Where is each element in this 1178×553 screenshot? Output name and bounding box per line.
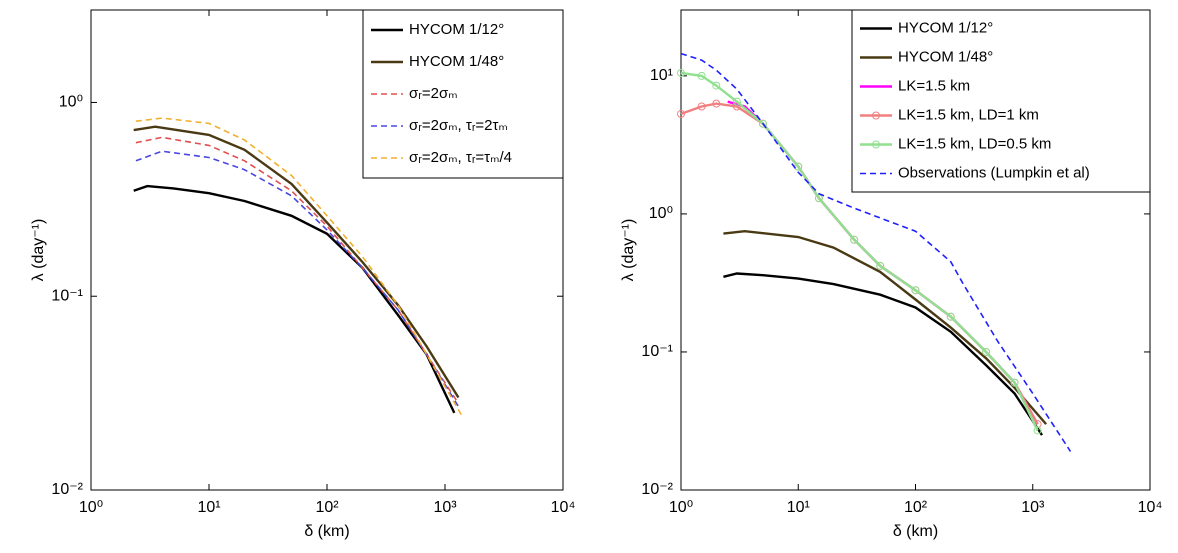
series-line: [680, 52, 1072, 452]
legend-label: σᵣ=2σₘ, τᵣ=τₘ/4: [409, 149, 512, 166]
legend-label: HYCOM 1/48°: [409, 53, 504, 70]
series-marker: [712, 81, 721, 90]
legend-label: LK=1.5 km: [898, 77, 970, 94]
y-tick-label: 10⁰: [59, 94, 83, 111]
legend-label: HYCOM 1/12°: [898, 19, 993, 36]
series-line: [135, 136, 460, 404]
x-tick-label: 10³: [433, 499, 457, 516]
legend-marker: [872, 140, 880, 149]
x-tick-label: 10⁰: [79, 499, 103, 516]
legend-marker: [872, 111, 880, 120]
series-marker: [758, 119, 767, 128]
series-marker: [850, 235, 859, 244]
series-line: [680, 71, 1039, 432]
series-line: [133, 184, 456, 414]
series-marker: [732, 97, 741, 106]
series-marker: [946, 312, 955, 321]
x-tick-label: 10⁴: [1138, 499, 1163, 516]
y-tick-label: 10⁻²: [51, 481, 83, 498]
series-line: [133, 125, 460, 399]
x-axis-label: δ (km): [893, 523, 938, 540]
series-marker: [697, 71, 706, 80]
series-marker: [712, 99, 721, 108]
series-marker: [677, 68, 685, 77]
series-marker: [1033, 426, 1042, 435]
x-axis-label: δ (km): [304, 523, 349, 540]
series-marker: [814, 194, 823, 203]
y-axis-label: λ (day⁻¹): [30, 219, 47, 282]
x-tick-label: 10²: [315, 499, 339, 516]
series-line: [135, 150, 460, 407]
x-tick-label: 10²: [904, 499, 928, 516]
series-marker: [697, 102, 706, 111]
x-tick-label: 10¹: [787, 499, 810, 516]
series-marker: [911, 286, 920, 295]
legend-label: HYCOM 1/48°: [898, 48, 993, 65]
series-marker: [1010, 378, 1019, 387]
y-tick-label: 10¹: [650, 67, 673, 84]
series-line: [723, 272, 1044, 436]
legend-label: σᵣ=2σₘ, τᵣ=2τₘ: [409, 117, 508, 134]
legend-label: Observations (Lumpkin et al): [898, 164, 1090, 181]
y-tick-label: 10⁰: [649, 205, 673, 222]
y-tick-label: 10⁻¹: [51, 287, 83, 304]
x-tick-label: 10³: [1021, 499, 1045, 516]
legend-label: LK=1.5 km, LD=1 km: [898, 106, 1039, 123]
y-tick-label: 10⁻¹: [641, 343, 673, 360]
x-tick-label: 10¹: [197, 499, 220, 516]
legend-label: σᵣ=2σₘ: [409, 85, 458, 102]
legend-box: [851, 9, 1151, 193]
series-marker: [677, 109, 685, 118]
legend-label: HYCOM 1/12°: [409, 21, 504, 38]
x-tick-label: 10⁴: [551, 499, 576, 516]
series-line: [723, 229, 1048, 425]
legend-label: LK=1.5 km, LD=0.5 km: [898, 135, 1051, 152]
y-axis-label: λ (day⁻¹): [620, 219, 637, 282]
series-marker: [982, 347, 991, 356]
x-tick-label: 10⁰: [669, 499, 693, 516]
y-tick-label: 10⁻²: [641, 481, 673, 498]
series-marker: [876, 261, 885, 270]
